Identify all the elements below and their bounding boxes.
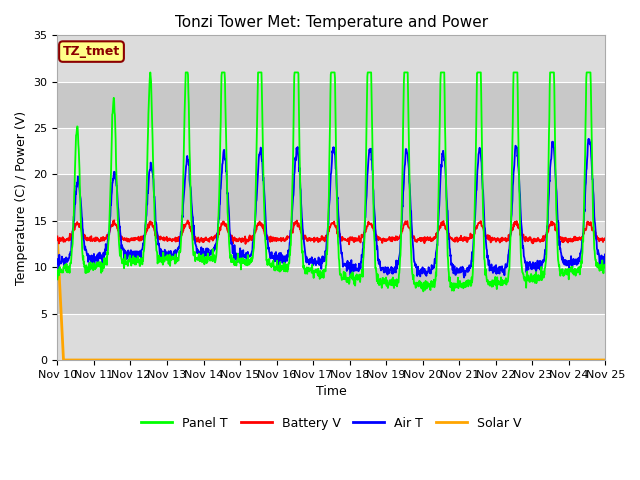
Solar V [537,357,545,363]
Panel T [489,278,497,284]
Battery V [237,236,244,242]
Air T [537,258,545,264]
Battery V [489,237,497,242]
Solar V [163,357,170,363]
Air T [460,275,468,280]
Battery V [537,237,545,243]
Solar V [54,237,61,242]
Solar V [176,357,184,363]
Panel T [54,276,61,282]
Panel T [419,288,427,294]
Air T [602,256,609,262]
Air T [585,136,593,142]
Panel T [237,266,244,272]
Battery V [602,235,609,241]
Line: Panel T: Panel T [58,72,605,291]
Battery V [163,236,170,241]
Air T [175,243,183,249]
Solar V [602,357,609,363]
Line: Air T: Air T [58,139,605,277]
Bar [58,36,605,82]
Title: Tonzi Tower Met: Temperature and Power: Tonzi Tower Met: Temperature and Power [175,15,488,30]
Solar V [488,357,496,363]
Line: Battery V: Battery V [58,220,605,244]
Panel T [163,254,170,260]
Air T [162,255,170,261]
Air T [417,274,424,279]
Bar [58,82,605,128]
Battery V [417,239,425,244]
Bar [58,174,605,221]
Panel T [537,273,545,278]
Text: TZ_tmet: TZ_tmet [63,45,120,58]
Battery V [54,234,61,240]
Bar [58,313,605,360]
Panel T [176,250,184,256]
Battery V [345,241,353,247]
Bar [58,267,605,313]
Solar V [237,357,244,363]
Panel T [602,264,609,270]
Y-axis label: Temperature (C) / Power (V): Temperature (C) / Power (V) [15,110,28,285]
Air T [488,265,496,271]
Air T [54,261,61,266]
Line: Solar V: Solar V [58,240,605,360]
Panel T [417,282,424,288]
X-axis label: Time: Time [316,385,347,398]
Battery V [110,217,118,223]
Bar [58,128,605,174]
Legend: Panel T, Battery V, Air T, Solar V: Panel T, Battery V, Air T, Solar V [136,412,527,435]
Battery V [176,236,184,241]
Solar V [60,357,67,363]
Bar [58,221,605,267]
Panel T [147,70,154,75]
Solar V [417,357,424,363]
Air T [237,252,244,258]
